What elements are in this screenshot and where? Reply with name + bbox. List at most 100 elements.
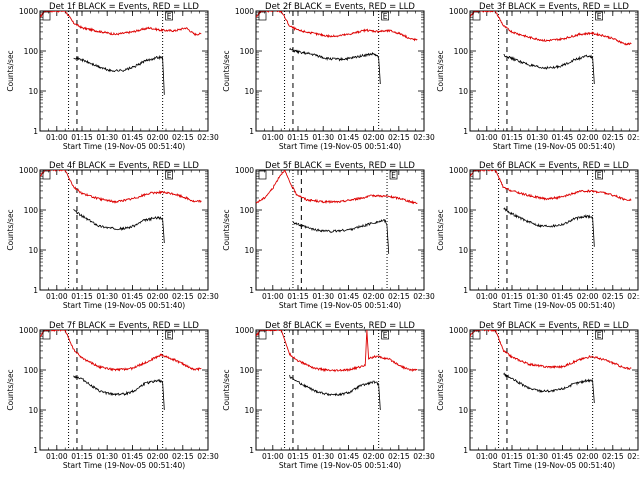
corner-label: E	[167, 12, 172, 21]
panel-3: Det 3f BLACK = Events, RED = LLD 1 10 100 10…	[436, 2, 640, 151]
y-tick-label: 100	[454, 47, 469, 56]
corner-box-right	[381, 330, 389, 340]
y-tick-label: 10	[244, 87, 254, 96]
y-tick-label: 1	[33, 446, 38, 455]
events-series-line	[73, 375, 165, 411]
x-tick-label: 02:15	[172, 292, 194, 301]
x-tick-label: 02:00	[577, 133, 599, 142]
x-tick-label: 01:00	[476, 133, 498, 142]
y-tick-label: 1	[33, 286, 38, 295]
y-axis-label: Counts/sec	[436, 209, 445, 250]
events-series-line	[503, 372, 595, 404]
x-tick-label: 01:00	[262, 292, 284, 301]
lld-series-line	[256, 330, 418, 373]
panel-8: Det 8f BLACK = Events, RED = LLD 1 10 100 10…	[222, 321, 435, 470]
y-tick-label: 1	[463, 446, 468, 455]
axes-frame	[255, 329, 425, 451]
events-series-line	[503, 207, 595, 247]
corner-box-right	[165, 11, 173, 21]
x-tick-label: 02:30	[627, 452, 640, 461]
y-axis-label: Counts/sec	[436, 50, 445, 91]
x-tick-label: 02:30	[197, 452, 219, 461]
x-tick-label: 02:15	[172, 452, 194, 461]
x-tick-label: 01:15	[287, 292, 309, 301]
x-tick-label: 01:00	[46, 292, 68, 301]
x-tick-label: 02:15	[388, 292, 410, 301]
x-tick-label: 01:30	[96, 452, 118, 461]
x-tick-label: 01:45	[338, 452, 360, 461]
y-tick-label: 10	[244, 246, 254, 255]
x-tick-label: 01:00	[46, 133, 68, 142]
corner-label: E	[391, 171, 396, 180]
corner-box-right	[165, 170, 173, 180]
x-tick-label: 02:15	[602, 452, 624, 461]
y-tick-label: 1	[463, 127, 468, 136]
corner-box-right	[595, 11, 603, 21]
x-tick-label: 01:45	[552, 452, 574, 461]
x-tick-label: 02:15	[172, 133, 194, 142]
x-tick-label: 02:30	[627, 292, 640, 301]
x-tick-label: 02:00	[363, 292, 385, 301]
x-tick-label: 01:45	[338, 292, 360, 301]
corner-label: E	[383, 12, 388, 21]
panel-title: Det 8f BLACK = Events, RED = LLD	[265, 321, 415, 331]
x-tick-label: 01:30	[312, 452, 334, 461]
x-tick-label: 01:00	[46, 452, 68, 461]
y-tick-label: 1000	[235, 326, 254, 335]
y-axis-label: Counts/sec	[222, 369, 231, 410]
x-tick-label: 02:00	[147, 452, 169, 461]
y-tick-label: 100	[240, 366, 255, 375]
x-tick-label: 01:45	[122, 452, 144, 461]
panel-title: Det 4f BLACK = Events, RED = LLD	[49, 161, 199, 171]
y-tick-label: 1000	[19, 7, 38, 16]
x-axis-label: Start Time (19-Nov-05 00:51:40)	[279, 301, 401, 310]
events-series-line	[289, 47, 381, 85]
y-tick-label: 10	[458, 246, 468, 255]
x-tick-label: 02:00	[147, 133, 169, 142]
x-axis-label: Start Time (19-Nov-05 00:51:40)	[493, 142, 615, 151]
x-tick-label: 01:30	[312, 292, 334, 301]
y-tick-label: 10	[458, 406, 468, 415]
x-tick-label: 02:30	[627, 133, 640, 142]
x-tick-label: 01:45	[122, 133, 144, 142]
corner-box-right	[381, 11, 389, 21]
y-tick-label: 1	[249, 446, 254, 455]
axes-frame	[255, 10, 425, 132]
corner-box-left	[472, 170, 481, 180]
y-axis-label: Counts/sec	[6, 50, 15, 91]
x-tick-label: 02:00	[577, 452, 599, 461]
x-tick-label: 01:45	[552, 292, 574, 301]
corner-box-left	[258, 11, 267, 21]
corner-box-right	[389, 170, 398, 180]
x-tick-label: 01:30	[526, 133, 548, 142]
axes-frame	[39, 329, 209, 451]
x-tick-label: 01:15	[71, 133, 93, 142]
events-series-line	[503, 54, 595, 85]
y-axis-label: Counts/sec	[6, 209, 15, 250]
corner-label: E	[597, 12, 602, 21]
panel-4: Det 4f BLACK = Events, RED = LLD 1 10 100 10…	[6, 161, 219, 310]
corner-label: E	[167, 171, 172, 180]
x-tick-label: 01:30	[96, 292, 118, 301]
x-tick-label: 01:15	[71, 452, 93, 461]
y-tick-label: 1	[463, 286, 468, 295]
events-series-line	[73, 208, 165, 244]
x-axis-label: Start Time (19-Nov-05 00:51:40)	[279, 142, 401, 151]
y-tick-label: 1000	[19, 326, 38, 335]
corner-box-left	[472, 330, 481, 340]
y-tick-label: 10	[28, 87, 38, 96]
x-tick-label: 01:45	[122, 292, 144, 301]
lld-series-line	[40, 11, 202, 37]
lld-series-line	[470, 11, 632, 46]
y-tick-label: 1000	[449, 7, 468, 16]
panel-9: Det 9f BLACK = Events, RED = LLD 1 10 100 10…	[436, 321, 640, 470]
panel-title: Det 9f BLACK = Events, RED = LLD	[479, 321, 629, 331]
lld-series-line	[256, 170, 418, 205]
x-axis-label: Start Time (19-Nov-05 00:51:40)	[493, 301, 615, 310]
y-tick-label: 1000	[449, 166, 468, 175]
y-tick-label: 1000	[235, 166, 254, 175]
x-tick-label: 02:30	[413, 133, 435, 142]
panel-title: Det 2f BLACK = Events, RED = LLD	[265, 2, 415, 12]
